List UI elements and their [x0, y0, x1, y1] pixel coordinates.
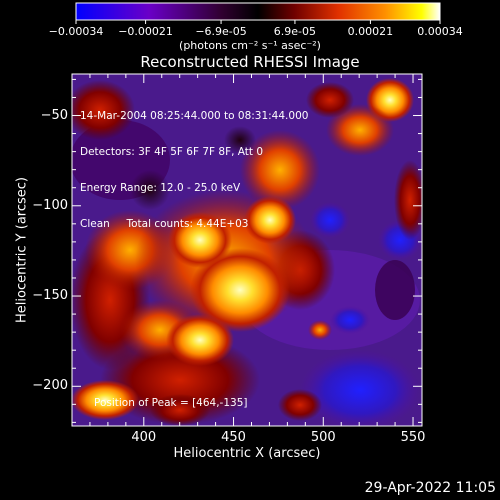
y-axis-title: Heliocentric Y (arcsec)	[15, 177, 30, 323]
detectors-text: Detectors: 3F 4F 5F 6F 7F 8F, Att 0	[80, 146, 308, 158]
x-axis-title: Heliocentric X (arcsec)	[72, 446, 422, 461]
timestamp: 29-Apr-2022 11:05	[365, 480, 496, 496]
x-tick-label: 450	[214, 430, 254, 445]
y-tick-label: −200	[20, 378, 68, 393]
peak-position-text: Position of Peak = [464,-135]	[94, 397, 248, 409]
x-tick-label: 500	[303, 430, 343, 445]
y-tick-label: −50	[20, 108, 68, 123]
energy-range-text: Energy Range: 12.0 - 25.0 keV	[80, 182, 308, 194]
time-range-text: 14-Mar-2004 08:25:44.000 to 08:31:44.000	[80, 110, 308, 122]
method-counts-text: Clean Total counts: 4.44E+03	[80, 218, 308, 230]
observation-info: 14-Mar-2004 08:25:44.000 to 08:31:44.000…	[80, 86, 308, 242]
x-tick-label: 550	[393, 430, 433, 445]
x-tick-label: 400	[124, 430, 164, 445]
